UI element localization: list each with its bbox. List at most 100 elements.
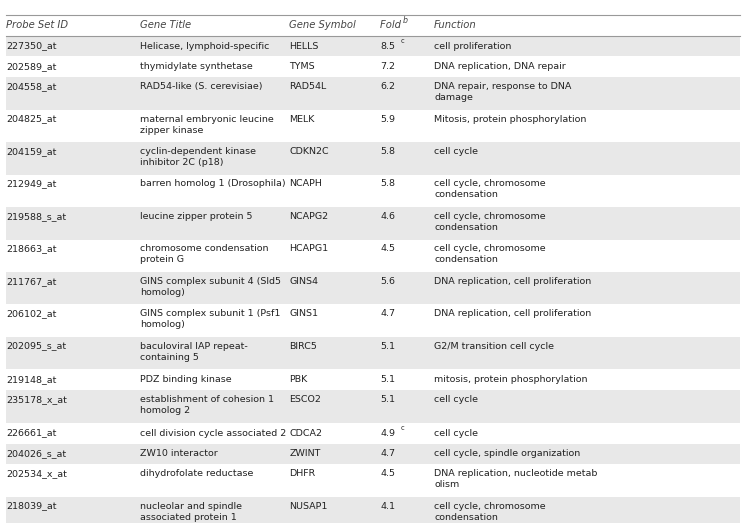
Text: cell cycle, chromosome
condensation: cell cycle, chromosome condensation: [434, 179, 546, 199]
Text: HELLS: HELLS: [289, 41, 319, 51]
Text: 8.5: 8.5: [380, 41, 395, 51]
Text: barren homolog 1 (Drosophila): barren homolog 1 (Drosophila): [140, 179, 286, 188]
Text: cyclin-dependent kinase
inhibitor 2C (p18): cyclin-dependent kinase inhibitor 2C (p1…: [140, 147, 256, 167]
Text: 4.5: 4.5: [380, 244, 395, 253]
Text: 204825_at: 204825_at: [6, 115, 57, 123]
Text: c: c: [401, 425, 404, 431]
Text: 218663_at: 218663_at: [6, 244, 57, 253]
Text: 5.8: 5.8: [380, 179, 395, 188]
Bar: [6, 240, 740, 272]
Text: MELK: MELK: [289, 115, 315, 123]
Text: Helicase, lymphoid-specific: Helicase, lymphoid-specific: [140, 41, 269, 51]
Text: Fold: Fold: [380, 20, 404, 30]
Text: DNA repair, response to DNA
damage: DNA repair, response to DNA damage: [434, 82, 571, 102]
Text: ZWINT: ZWINT: [289, 449, 321, 459]
Text: Probe Set ID: Probe Set ID: [6, 20, 68, 30]
Text: CDKN2C: CDKN2C: [289, 147, 329, 156]
Text: 4.6: 4.6: [380, 212, 395, 221]
Bar: [6, 497, 740, 523]
Text: 6.2: 6.2: [380, 82, 395, 91]
Bar: [6, 304, 740, 337]
Text: 4.5: 4.5: [380, 469, 395, 478]
Text: 219148_at: 219148_at: [6, 375, 57, 384]
Text: 212949_at: 212949_at: [6, 179, 57, 188]
Text: baculoviral IAP repeat-
containing 5: baculoviral IAP repeat- containing 5: [140, 342, 248, 361]
Text: establishment of cohesion 1
homolog 2: establishment of cohesion 1 homolog 2: [140, 395, 275, 415]
Text: 204026_s_at: 204026_s_at: [6, 449, 66, 459]
Text: NCAPG2: NCAPG2: [289, 212, 328, 221]
Bar: [6, 337, 740, 369]
Text: cell cycle, chromosome
condensation: cell cycle, chromosome condensation: [434, 244, 546, 264]
Bar: [6, 464, 740, 497]
Text: PDZ binding kinase: PDZ binding kinase: [140, 375, 232, 384]
Text: G2/M transition cell cycle: G2/M transition cell cycle: [434, 342, 554, 350]
Text: RAD54-like (S. cerevisiae): RAD54-like (S. cerevisiae): [140, 82, 263, 91]
Text: Mitosis, protein phosphorylation: Mitosis, protein phosphorylation: [434, 115, 586, 123]
Text: 206102_at: 206102_at: [6, 309, 57, 318]
Text: 5.1: 5.1: [380, 395, 395, 404]
Text: GINS4: GINS4: [289, 277, 319, 286]
Text: cell division cycle associated 2: cell division cycle associated 2: [140, 428, 286, 438]
Text: DNA replication, nucleotide metab
olism: DNA replication, nucleotide metab olism: [434, 469, 598, 489]
Text: RAD54L: RAD54L: [289, 82, 327, 91]
Bar: [6, 207, 740, 240]
Text: PBK: PBK: [289, 375, 307, 384]
Text: 5.9: 5.9: [380, 115, 395, 123]
Text: Gene Title: Gene Title: [140, 20, 192, 30]
Text: cell cycle: cell cycle: [434, 428, 478, 438]
Text: 202095_s_at: 202095_s_at: [6, 342, 66, 350]
Text: GINS complex subunit 1 (Psf1
homolog): GINS complex subunit 1 (Psf1 homolog): [140, 309, 280, 329]
Bar: [6, 423, 740, 444]
Text: 5.1: 5.1: [380, 375, 395, 384]
Text: 5.8: 5.8: [380, 147, 395, 156]
Text: leucine zipper protein 5: leucine zipper protein 5: [140, 212, 253, 221]
Text: GINS complex subunit 4 (Sld5
homolog): GINS complex subunit 4 (Sld5 homolog): [140, 277, 281, 297]
Text: DHFR: DHFR: [289, 469, 316, 478]
Bar: [6, 272, 740, 304]
Text: c: c: [401, 38, 404, 44]
Text: ZW10 interactor: ZW10 interactor: [140, 449, 218, 459]
Text: 4.7: 4.7: [380, 449, 395, 459]
Text: nucleolar and spindle
associated protein 1: nucleolar and spindle associated protein…: [140, 502, 242, 521]
Text: 4.9: 4.9: [380, 428, 395, 438]
Text: 202589_at: 202589_at: [6, 62, 57, 72]
Text: cell cycle: cell cycle: [434, 147, 478, 156]
Text: cell cycle, chromosome
condensation: cell cycle, chromosome condensation: [434, 502, 546, 521]
Text: HCAPG1: HCAPG1: [289, 244, 328, 253]
Text: 227350_at: 227350_at: [6, 41, 57, 51]
Bar: [6, 56, 740, 77]
Bar: [6, 110, 740, 142]
Bar: [6, 36, 740, 56]
Text: 5.1: 5.1: [380, 342, 395, 350]
Text: TYMS: TYMS: [289, 62, 315, 72]
Text: dihydrofolate reductase: dihydrofolate reductase: [140, 469, 254, 478]
Bar: [6, 369, 740, 390]
Text: b: b: [403, 16, 408, 25]
Text: 4.7: 4.7: [380, 309, 395, 318]
Text: 7.2: 7.2: [380, 62, 395, 72]
Text: 202534_x_at: 202534_x_at: [6, 469, 67, 478]
Text: 211767_at: 211767_at: [6, 277, 57, 286]
Text: chromosome condensation
protein G: chromosome condensation protein G: [140, 244, 269, 264]
Text: CDCA2: CDCA2: [289, 428, 322, 438]
Text: 5.6: 5.6: [380, 277, 395, 286]
Text: Function: Function: [434, 20, 477, 30]
Text: GINS1: GINS1: [289, 309, 319, 318]
Text: DNA replication, cell proliferation: DNA replication, cell proliferation: [434, 277, 592, 286]
Text: mitosis, protein phosphorylation: mitosis, protein phosphorylation: [434, 375, 588, 384]
Text: 204558_at: 204558_at: [6, 82, 57, 91]
Text: NUSAP1: NUSAP1: [289, 502, 327, 510]
Bar: [6, 175, 740, 207]
Text: NCAPH: NCAPH: [289, 179, 322, 188]
Text: cell proliferation: cell proliferation: [434, 41, 512, 51]
Text: 219588_s_at: 219588_s_at: [6, 212, 66, 221]
Text: DNA replication, DNA repair: DNA replication, DNA repair: [434, 62, 566, 72]
Bar: [6, 77, 740, 110]
Text: thymidylate synthetase: thymidylate synthetase: [140, 62, 253, 72]
Text: 4.1: 4.1: [380, 502, 395, 510]
Text: 226661_at: 226661_at: [6, 428, 57, 438]
Text: ESCO2: ESCO2: [289, 395, 322, 404]
Text: cell cycle, chromosome
condensation: cell cycle, chromosome condensation: [434, 212, 546, 232]
Text: 204159_at: 204159_at: [6, 147, 57, 156]
Text: DNA replication, cell proliferation: DNA replication, cell proliferation: [434, 309, 592, 318]
